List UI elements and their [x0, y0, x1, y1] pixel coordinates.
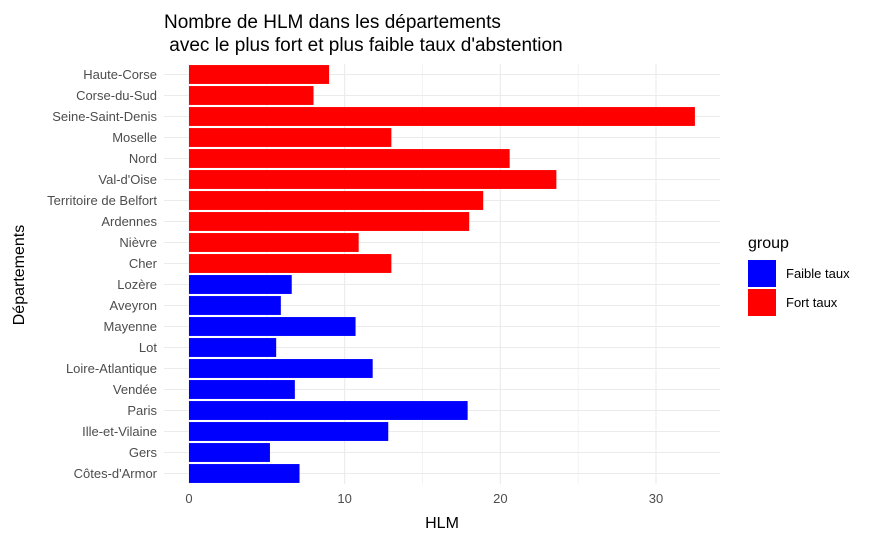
legend-title: group	[748, 235, 789, 252]
y-tick-label: Mayenne	[104, 319, 157, 334]
y-tick-label: Ardennes	[101, 214, 157, 229]
legend: group Faible taux Fort taux	[748, 235, 850, 316]
bar-ni-vre	[189, 233, 359, 252]
x-axis-title: HLM	[425, 515, 459, 532]
bar-mayenne	[189, 317, 356, 336]
bar-lot	[189, 338, 277, 357]
legend-key-faible-taux	[748, 260, 776, 287]
legend-label: Faible taux	[786, 266, 850, 281]
bar-haute-corse	[189, 65, 330, 84]
bar-loz-re	[189, 275, 292, 294]
bar-cher	[189, 254, 392, 273]
y-tick-label: Côtes-d'Armor	[74, 466, 158, 481]
x-tick-label: 30	[649, 491, 663, 506]
bar-vend-e	[189, 380, 295, 399]
y-tick-label: Nièvre	[119, 235, 157, 250]
legend-key-fort-taux	[748, 289, 776, 316]
bar-seine-saint-denis	[189, 107, 695, 126]
y-tick-label: Loire-Atlantique	[66, 361, 157, 376]
legend-label: Fort taux	[786, 295, 838, 310]
x-tick-labels: 0 10 20 30	[185, 491, 663, 506]
y-tick-label: Haute-Corse	[83, 67, 157, 82]
y-tick-label: Gers	[129, 445, 158, 460]
bar-moselle	[189, 128, 392, 147]
bar-ardennes	[189, 212, 470, 231]
y-tick-label: Aveyron	[110, 298, 157, 313]
y-axis-title: Départements	[11, 225, 28, 326]
bar-loire-atlantique	[189, 359, 373, 378]
bar-corse-du-sud	[189, 86, 314, 105]
bar-gers	[189, 443, 270, 462]
x-tick-label: 20	[493, 491, 507, 506]
y-tick-label: Ille-et-Vilaine	[82, 424, 157, 439]
chart-title-line-1: Nombre de HLM dans les départements	[164, 12, 501, 33]
bar-paris	[189, 401, 468, 420]
chart-title-line-2: avec le plus fort et plus faible taux d'…	[164, 35, 563, 56]
y-tick-label: Seine-Saint-Denis	[52, 109, 157, 124]
y-tick-label: Paris	[127, 403, 157, 418]
y-tick-label: Lozère	[117, 277, 157, 292]
y-tick-labels: Haute-Corse Corse-du-Sud Seine-Saint-Denis…	[47, 67, 157, 481]
x-tick-label: 0	[185, 491, 192, 506]
bar-nord	[189, 149, 510, 168]
y-tick-label: Vendée	[113, 382, 157, 397]
bars	[189, 65, 695, 483]
y-tick-label: Moselle	[112, 130, 157, 145]
bar-val-d-oise	[189, 170, 557, 189]
bar-ille-et-vilaine	[189, 422, 389, 441]
y-tick-label: Cher	[129, 256, 158, 271]
bar-c-tes-d-armor	[189, 464, 300, 483]
y-tick-label: Territoire de Belfort	[47, 193, 157, 208]
y-tick-label: Lot	[139, 340, 157, 355]
bar-aveyron	[189, 296, 281, 315]
bar-territoire-de-belfort	[189, 191, 484, 210]
y-tick-label: Corse-du-Sud	[76, 88, 157, 103]
y-tick-label: Nord	[129, 151, 157, 166]
x-tick-label: 10	[337, 491, 351, 506]
y-tick-label: Val-d'Oise	[98, 172, 157, 187]
grid	[164, 64, 720, 484]
